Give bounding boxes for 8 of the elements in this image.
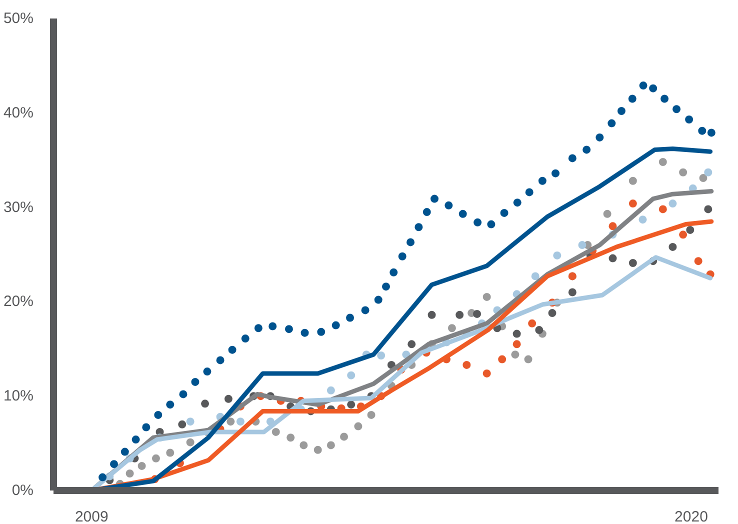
x-tick-label: 2020 <box>674 508 708 524</box>
y-tick-label: 10% <box>3 388 34 405</box>
y-tick-label: 50% <box>3 10 34 27</box>
y-tick-label: 40% <box>3 104 34 122</box>
y-tick-label: 0% <box>12 482 34 499</box>
x-tick-label: 2009 <box>74 508 108 524</box>
y-tick-label: 30% <box>3 198 34 216</box>
y-tick-label: 20% <box>3 293 34 310</box>
